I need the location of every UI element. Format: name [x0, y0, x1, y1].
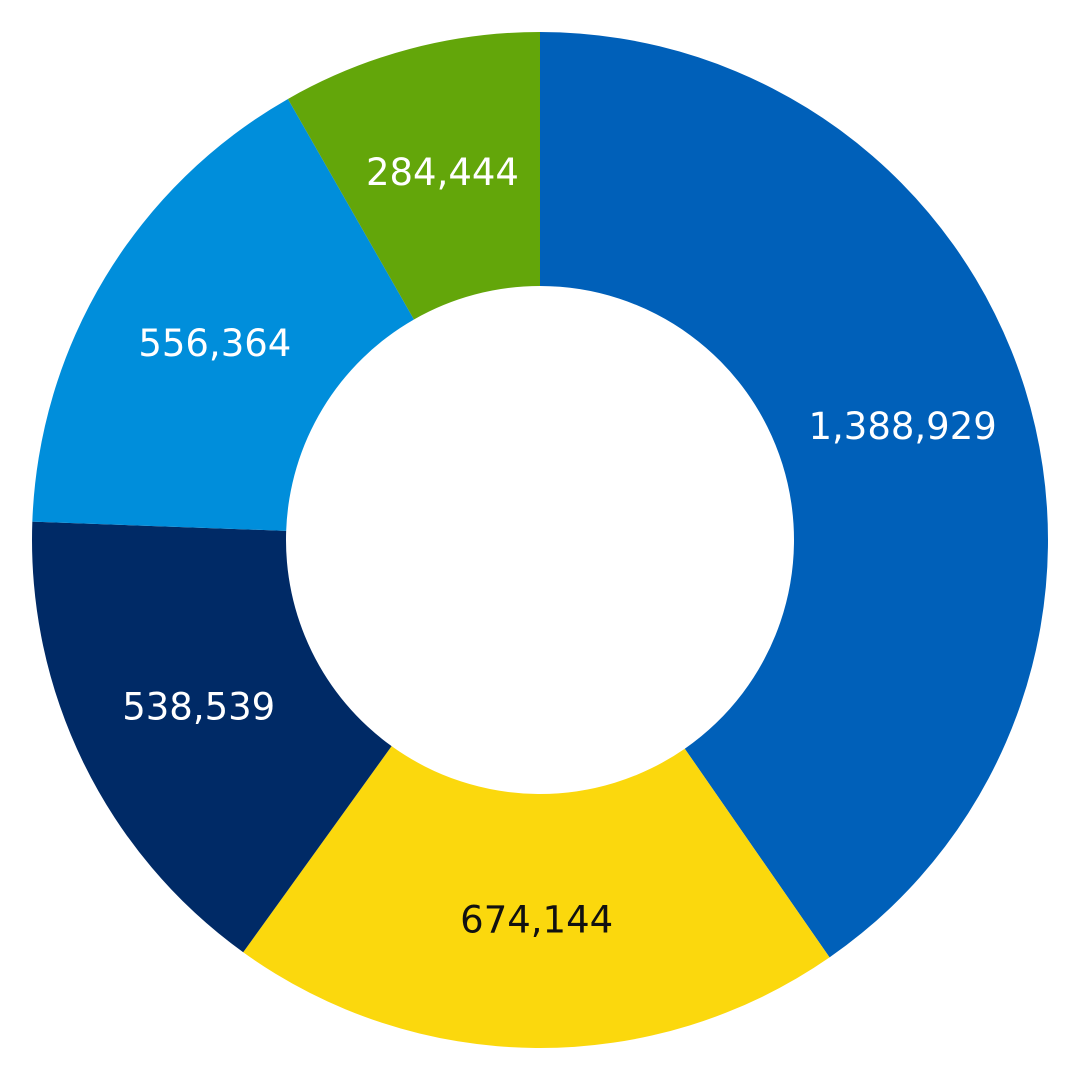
donut-slice — [32, 98, 414, 531]
slice-value-label: 538,539 — [122, 686, 275, 729]
donut-slice — [243, 746, 830, 1048]
donut-slice — [32, 521, 392, 953]
slice-value-label: 284,444 — [366, 151, 519, 194]
donut-slice — [540, 32, 1048, 958]
slice-value-label: 556,364 — [138, 322, 291, 365]
slices-layer — [32, 31, 1048, 1048]
labels-layer: 1,388,929 674,144 538,539 556,364 284,444 — [122, 151, 997, 941]
donut-slice — [287, 31, 540, 320]
slice-value-label: 1,388,929 — [809, 405, 997, 448]
slice-value-label: 674,144 — [460, 898, 613, 941]
